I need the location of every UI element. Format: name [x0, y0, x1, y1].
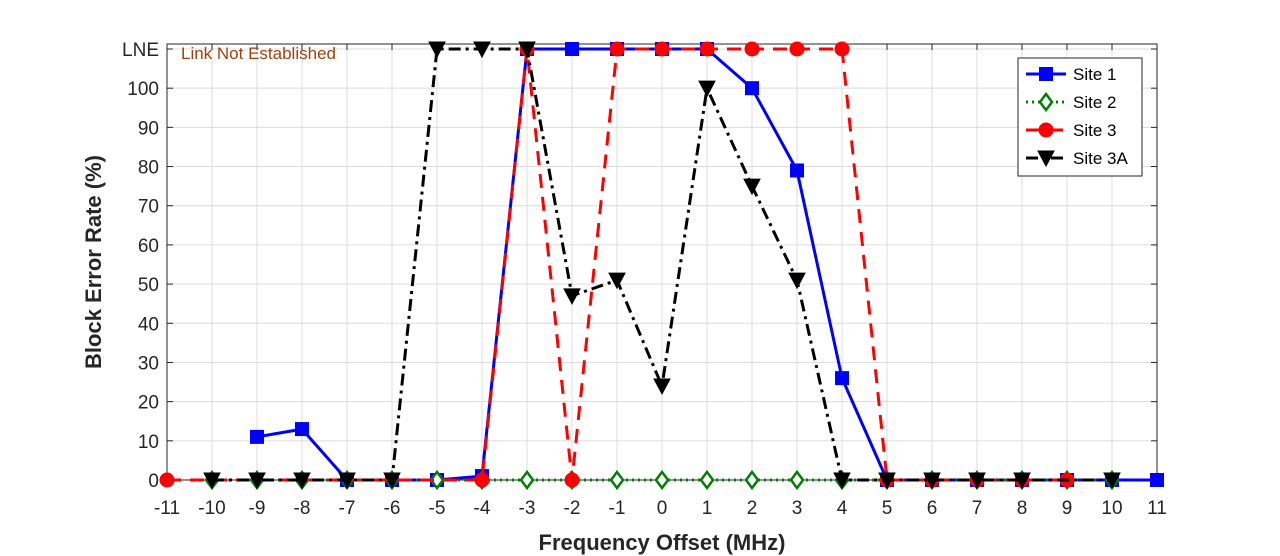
x-tick-label: 1	[702, 498, 713, 519]
data-point	[878, 472, 896, 490]
x-tick-label: -6	[384, 498, 401, 519]
x-tick-label: 7	[972, 498, 983, 519]
legend-label: Site 3A	[1073, 149, 1128, 168]
x-tick-label: -11	[154, 498, 180, 519]
grid-lines	[166, 44, 1158, 481]
data-point	[654, 41, 670, 57]
y-tick-label: LNE	[122, 40, 159, 61]
y-tick-label: 80	[138, 158, 159, 179]
x-tick-label: 11	[1147, 498, 1167, 519]
data-point	[653, 378, 671, 396]
x-tick-label: -3	[519, 498, 536, 519]
data-point	[968, 472, 986, 490]
y-axis-title: Block Error Rate (%)	[81, 155, 106, 369]
data-point	[744, 469, 760, 491]
x-tick-label: 0	[657, 498, 668, 519]
x-tick-label: -8	[294, 498, 311, 519]
x-tick-label: 3	[792, 498, 803, 519]
data-point	[1150, 473, 1164, 487]
x-tick-label: -10	[198, 498, 225, 519]
legend-marker	[1038, 91, 1054, 113]
data-point	[789, 469, 805, 491]
data-point	[563, 288, 581, 305]
x-tick-label: -1	[609, 498, 626, 519]
y-tick-label: 0	[148, 471, 159, 492]
x-tick-label: 9	[1062, 498, 1073, 519]
data-point	[609, 41, 625, 57]
data-point	[833, 472, 851, 490]
data-point	[789, 41, 805, 57]
x-tick-label: -9	[249, 498, 266, 519]
y-tick-label: 30	[138, 353, 159, 374]
data-point	[745, 81, 759, 96]
x-tick-label: -2	[564, 498, 581, 519]
data-point	[699, 469, 715, 491]
data-point	[159, 472, 175, 488]
data-point	[518, 41, 536, 59]
data-point	[834, 41, 850, 57]
legend: Site 1 Site 2 Site 3 Site 3A	[1017, 57, 1143, 177]
x-tick-label: -4	[474, 498, 491, 519]
data-point	[474, 472, 490, 488]
data-point	[203, 472, 221, 490]
x-axis-ticks: -11 -10 -9 -8 -7 -6 -5 -4 -3 -2 -1 0 1 2 3 4 5 6 7 8 9 10 11	[154, 44, 1167, 519]
data-point	[654, 469, 670, 491]
data-point	[790, 163, 804, 178]
y-tick-label: 70	[138, 197, 159, 218]
legend-marker	[1039, 67, 1053, 81]
data-point	[788, 272, 806, 290]
y-tick-label: 40	[138, 314, 159, 335]
data-point	[698, 80, 716, 98]
data-point	[564, 472, 580, 488]
data-point	[473, 41, 491, 59]
data-point	[1013, 472, 1031, 490]
x-tick-label: -5	[429, 498, 446, 519]
data-point	[1103, 472, 1121, 490]
y-axis-ticks: 0 10 20 30 40 50 60 70 80 90 100 LNE	[122, 40, 1157, 492]
legend-box	[1017, 57, 1143, 177]
data-point	[248, 472, 266, 490]
y-tick-label: 100	[127, 79, 159, 100]
x-tick-label: 2	[747, 498, 758, 519]
data-point	[338, 472, 356, 490]
y-tick-label: 10	[138, 432, 159, 453]
series-site-3a	[203, 41, 1121, 490]
legend-marker	[1037, 150, 1055, 168]
data-point	[428, 41, 446, 59]
data-point	[608, 272, 626, 290]
data-point	[250, 429, 264, 444]
data-point	[565, 42, 579, 56]
series-line	[212, 47, 1112, 482]
data-point	[744, 41, 760, 57]
data-point	[835, 371, 849, 386]
x-tick-label: -7	[339, 498, 356, 519]
annotation-link-not-established: Link Not Established	[181, 44, 336, 63]
data-point	[609, 469, 625, 491]
x-tick-label: 4	[837, 498, 848, 519]
x-tick-label: 6	[927, 498, 938, 519]
legend-marker	[1038, 122, 1054, 138]
y-tick-label: 50	[138, 275, 159, 296]
data-point	[295, 422, 309, 437]
data-point	[743, 178, 761, 196]
data-point	[429, 469, 445, 491]
x-tick-label: 5	[882, 498, 893, 519]
legend-label: Site 2	[1073, 93, 1116, 112]
legend-label: Site 3	[1073, 121, 1116, 140]
x-axis-title: Frequency Offset (MHz)	[539, 530, 786, 555]
y-tick-label: 60	[138, 236, 159, 257]
data-point	[383, 472, 401, 490]
data-point	[923, 472, 941, 490]
y-tick-label: 20	[138, 393, 159, 414]
x-tick-label: 8	[1017, 498, 1028, 519]
data-point	[699, 41, 715, 57]
data-point	[293, 472, 311, 490]
legend-label: Site 1	[1073, 65, 1116, 84]
x-tick-label: 10	[1101, 498, 1122, 519]
y-tick-label: 90	[138, 118, 159, 139]
data-point	[519, 469, 535, 491]
